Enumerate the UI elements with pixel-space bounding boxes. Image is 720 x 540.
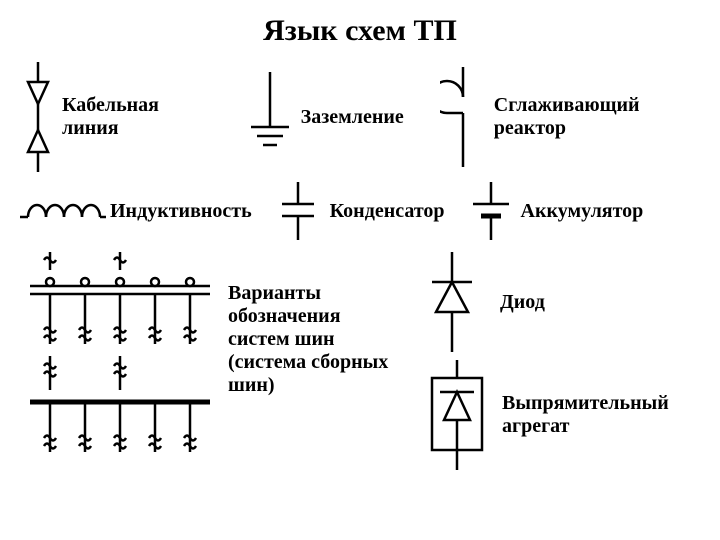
diode-symbol bbox=[422, 252, 482, 352]
diode-group: Диод bbox=[422, 252, 672, 352]
capacitor-symbol bbox=[276, 182, 320, 240]
cable-line-symbol bbox=[20, 62, 56, 172]
row-2: Индуктивность Конденсатор Аккумулятор bbox=[20, 182, 700, 240]
capacitor-label: Конденсатор bbox=[330, 200, 445, 223]
busbar-label: Варианты обозначения систем шин (система… bbox=[228, 282, 398, 397]
inductance-symbol bbox=[20, 193, 106, 229]
row-3: Варианты обозначения систем шин (система… bbox=[20, 252, 700, 482]
cable-line-label: Кабельная линия bbox=[62, 94, 209, 140]
rectifier-group: Выпрямительный агрегат bbox=[422, 360, 672, 470]
busbar-symbol bbox=[20, 252, 220, 482]
accumulator-symbol bbox=[469, 182, 513, 240]
rectifier-symbol bbox=[422, 360, 492, 470]
row-1: Кабельная линия Заземление Сглаживающий … bbox=[20, 62, 700, 172]
ground-label: Заземление bbox=[301, 106, 404, 129]
reactor-symbol bbox=[440, 67, 486, 167]
rectifier-label: Выпрямительный агрегат bbox=[502, 392, 672, 438]
diode-label: Диод bbox=[500, 291, 545, 314]
accumulator-label: Аккумулятор bbox=[521, 200, 644, 223]
inductance-label: Индуктивность bbox=[110, 200, 252, 223]
reactor-label: Сглаживающий реактор bbox=[494, 94, 700, 140]
ground-symbol bbox=[245, 72, 295, 162]
page-title: Язык схем ТП bbox=[20, 14, 700, 48]
